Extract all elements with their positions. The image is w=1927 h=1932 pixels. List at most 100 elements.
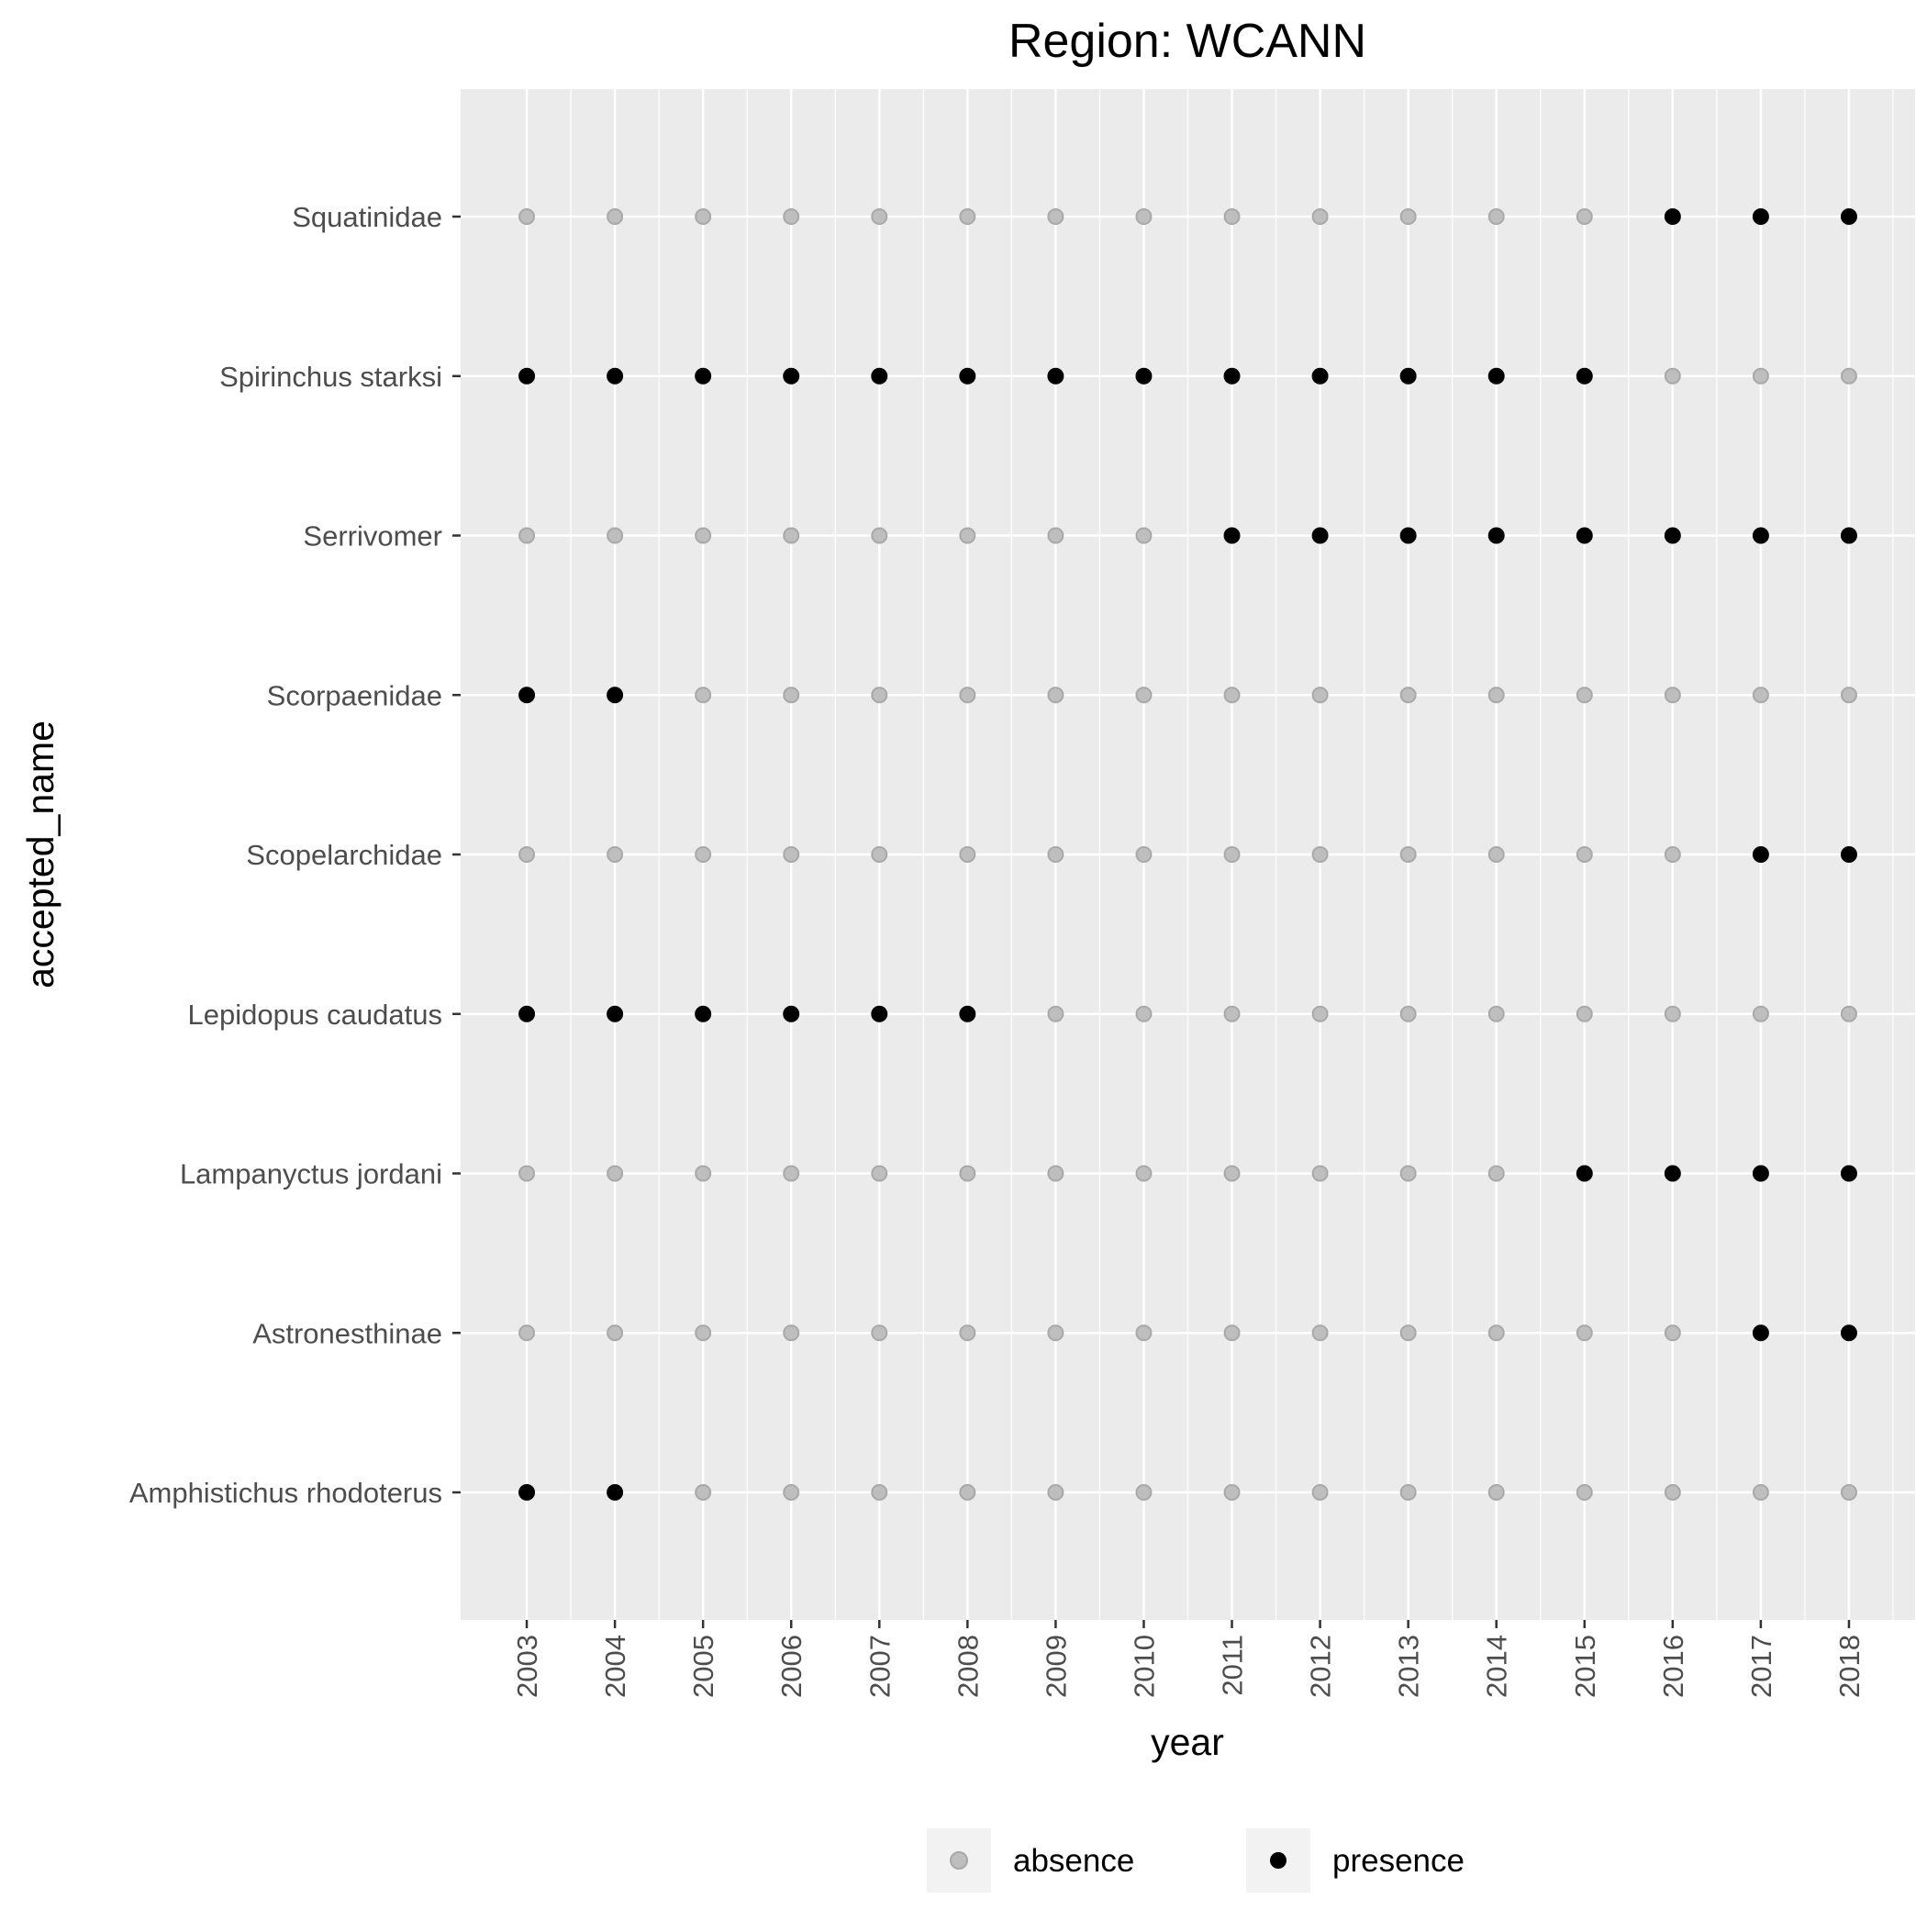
presence-point xyxy=(871,367,888,385)
y-tick-label: Lampanyctus jordani xyxy=(180,1158,442,1190)
absence-point xyxy=(1487,1324,1505,1342)
absence-point xyxy=(518,208,536,225)
presence-point xyxy=(1576,367,1593,385)
absence-point xyxy=(518,846,536,863)
absence-point xyxy=(1664,1005,1681,1022)
presence-point xyxy=(1311,367,1329,385)
absence-point xyxy=(1047,1165,1064,1182)
absence-point xyxy=(1576,1005,1593,1022)
presence-point xyxy=(518,1005,536,1022)
absence-point xyxy=(1311,1165,1329,1182)
y-tick-label: Serrivomer xyxy=(303,520,442,553)
absence-point xyxy=(1135,527,1153,544)
absence-point xyxy=(607,208,624,225)
presence-point xyxy=(871,1005,888,1022)
presence-point xyxy=(518,1484,536,1501)
absence-point xyxy=(1047,527,1064,544)
presence-point xyxy=(1664,1165,1681,1182)
x-tick-label: 2017 xyxy=(1745,1635,1777,1698)
presence-point xyxy=(1752,1165,1769,1182)
presence-point xyxy=(607,1484,624,1501)
y-tick-label: Astronesthinae xyxy=(252,1317,442,1349)
absence-point xyxy=(518,1324,536,1342)
absence-point xyxy=(1487,1484,1505,1501)
absence-point xyxy=(871,208,888,225)
absence-point xyxy=(1399,1005,1417,1022)
absence-point xyxy=(1399,208,1417,225)
x-tick-label: 2012 xyxy=(1305,1635,1337,1698)
absence-point xyxy=(1047,1324,1064,1342)
absence-point xyxy=(1576,846,1593,863)
absence-point xyxy=(783,1324,800,1342)
presence-point xyxy=(1840,208,1857,225)
absence-point xyxy=(783,687,800,704)
presence-point xyxy=(1311,527,1329,544)
x-tick-label: 2004 xyxy=(599,1635,631,1698)
absence-point xyxy=(1311,846,1329,863)
absence-point xyxy=(959,527,976,544)
absence-point xyxy=(607,1324,624,1342)
legend: absence presence xyxy=(927,1828,1465,1893)
absence-point xyxy=(607,1165,624,1182)
y-tick-label: Squatinidae xyxy=(292,201,442,233)
presence-point xyxy=(783,1005,800,1022)
presence-point xyxy=(518,687,536,704)
absence-point xyxy=(1223,1165,1241,1182)
absence-point xyxy=(783,1484,800,1501)
presence-point xyxy=(783,367,800,385)
presence-point xyxy=(607,1005,624,1022)
absence-point xyxy=(1840,1005,1857,1022)
presence-point xyxy=(1840,1165,1857,1182)
absence-point xyxy=(695,846,712,863)
absence-point xyxy=(1223,846,1241,863)
absence-point xyxy=(1311,208,1329,225)
absence-point xyxy=(1135,687,1153,704)
presence-point xyxy=(1399,527,1417,544)
absence-point xyxy=(1576,208,1593,225)
legend-presence-symbol xyxy=(1270,1852,1287,1869)
legend-presence-label: presence xyxy=(1332,1843,1465,1879)
x-tick-label: 2018 xyxy=(1833,1635,1866,1698)
presence-point xyxy=(1840,1324,1857,1342)
absence-point xyxy=(1664,846,1681,863)
x-tick-label: 2016 xyxy=(1657,1635,1689,1698)
absence-point xyxy=(1223,208,1241,225)
presence-point xyxy=(1664,208,1681,225)
absence-point xyxy=(1311,1005,1329,1022)
absence-point xyxy=(1840,1484,1857,1501)
presence-point xyxy=(1576,1165,1593,1182)
y-tick-label: Lepidopus caudatus xyxy=(187,999,442,1031)
absence-point xyxy=(695,527,712,544)
absence-point xyxy=(1135,1165,1153,1182)
presence-point xyxy=(959,367,976,385)
absence-point xyxy=(518,527,536,544)
absence-point xyxy=(1664,1324,1681,1342)
absence-point xyxy=(783,208,800,225)
absence-point xyxy=(1487,1165,1505,1182)
presence-point xyxy=(1576,527,1593,544)
x-tick-label: 2003 xyxy=(511,1635,543,1698)
y-tick-label: Spirinchus starksi xyxy=(219,361,442,393)
absence-point xyxy=(783,527,800,544)
legend-absence-label: absence xyxy=(1013,1843,1134,1879)
presence-point xyxy=(607,367,624,385)
absence-point xyxy=(1576,1324,1593,1342)
absence-point xyxy=(1135,846,1153,863)
absence-point xyxy=(1487,1005,1505,1022)
presence-point xyxy=(1664,527,1681,544)
chart-title: Region: WCANN xyxy=(1008,15,1366,68)
absence-point xyxy=(959,208,976,225)
absence-point xyxy=(1752,687,1769,704)
absence-point xyxy=(1752,1484,1769,1501)
x-tick-label: 2008 xyxy=(952,1635,984,1698)
absence-point xyxy=(959,1324,976,1342)
absence-point xyxy=(1135,208,1153,225)
absence-point xyxy=(695,687,712,704)
absence-point xyxy=(695,208,712,225)
absence-point xyxy=(1664,687,1681,704)
presence-point xyxy=(959,1005,976,1022)
absence-point xyxy=(871,1165,888,1182)
absence-point xyxy=(1399,1165,1417,1182)
